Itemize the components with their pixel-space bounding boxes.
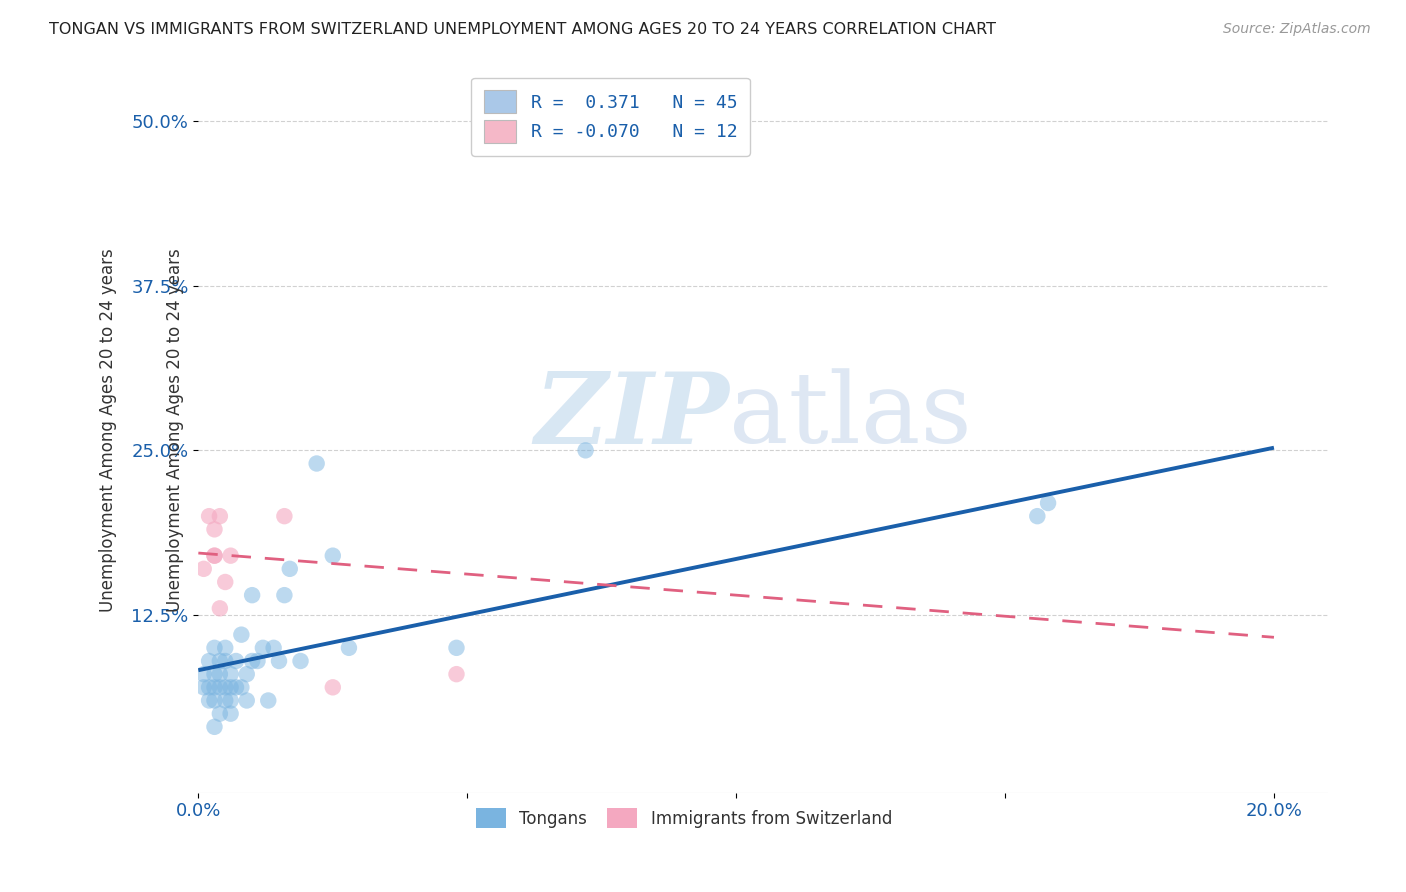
Point xyxy=(322,549,344,563)
Point xyxy=(193,681,215,695)
Point xyxy=(198,654,221,668)
Point xyxy=(278,562,301,576)
Point xyxy=(204,640,226,655)
Text: ZIP: ZIP xyxy=(534,368,730,465)
Point xyxy=(246,654,269,668)
Point xyxy=(252,640,274,655)
Point xyxy=(204,667,226,681)
Point xyxy=(322,681,344,695)
Point xyxy=(240,654,263,668)
Point xyxy=(225,654,247,668)
Point xyxy=(225,681,247,695)
Point xyxy=(198,681,221,695)
Point xyxy=(446,640,468,655)
Point xyxy=(219,667,242,681)
Point xyxy=(214,681,236,695)
Point xyxy=(273,509,295,524)
Text: atlas: atlas xyxy=(730,368,972,464)
Point xyxy=(208,681,231,695)
Point xyxy=(208,654,231,668)
Text: Source: ZipAtlas.com: Source: ZipAtlas.com xyxy=(1223,22,1371,37)
Point xyxy=(198,693,221,707)
Point xyxy=(208,706,231,721)
Point xyxy=(219,706,242,721)
Point xyxy=(214,640,236,655)
Point xyxy=(193,667,215,681)
Point xyxy=(235,693,257,707)
Point xyxy=(204,720,226,734)
Point xyxy=(193,562,215,576)
Point xyxy=(214,574,236,589)
Point xyxy=(257,693,280,707)
Point xyxy=(290,654,312,668)
Point xyxy=(305,457,328,471)
Point xyxy=(231,681,253,695)
Point xyxy=(204,522,226,536)
Point xyxy=(214,654,236,668)
Point xyxy=(198,509,221,524)
Point xyxy=(219,681,242,695)
Point xyxy=(204,693,226,707)
Point xyxy=(574,443,596,458)
Text: TONGAN VS IMMIGRANTS FROM SWITZERLAND UNEMPLOYMENT AMONG AGES 20 TO 24 YEARS COR: TONGAN VS IMMIGRANTS FROM SWITZERLAND UN… xyxy=(49,22,997,37)
Point xyxy=(208,601,231,615)
Point xyxy=(204,549,226,563)
Y-axis label: Unemployment Among Ages 20 to 24 years: Unemployment Among Ages 20 to 24 years xyxy=(166,249,184,613)
Point xyxy=(240,588,263,602)
Point xyxy=(1026,509,1049,524)
Legend: Tongans, Immigrants from Switzerland: Tongans, Immigrants from Switzerland xyxy=(470,801,898,835)
Point xyxy=(208,509,231,524)
Point xyxy=(267,654,290,668)
Point xyxy=(204,681,226,695)
Point xyxy=(208,667,231,681)
Point xyxy=(235,667,257,681)
Point xyxy=(231,628,253,642)
Y-axis label: Unemployment Among Ages 20 to 24 years: Unemployment Among Ages 20 to 24 years xyxy=(100,249,117,613)
Point xyxy=(219,549,242,563)
Point xyxy=(219,693,242,707)
Point xyxy=(337,640,360,655)
Point xyxy=(273,588,295,602)
Point xyxy=(263,640,285,655)
Point xyxy=(446,667,468,681)
Point xyxy=(214,693,236,707)
Point xyxy=(1036,496,1059,510)
Point xyxy=(204,549,226,563)
